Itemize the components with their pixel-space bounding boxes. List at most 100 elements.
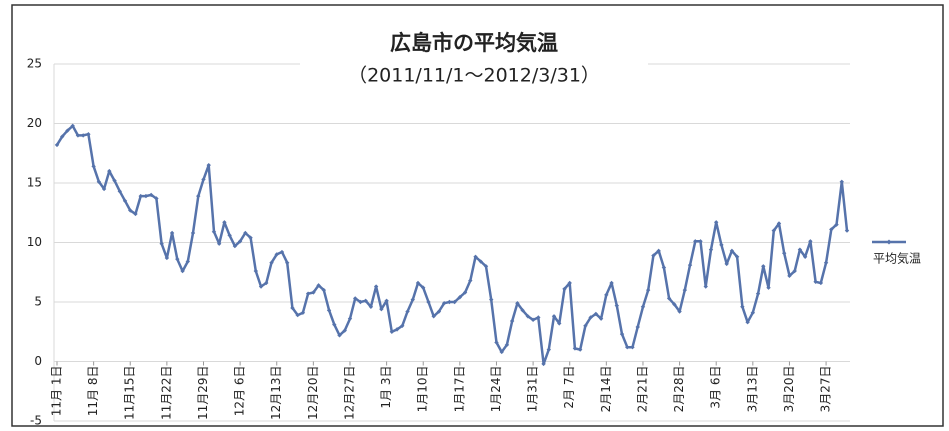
data-point <box>703 284 708 289</box>
data-point <box>269 260 274 265</box>
data-point <box>206 162 211 168</box>
data-point <box>645 287 651 293</box>
data-point <box>473 254 478 259</box>
data-point <box>619 331 625 337</box>
data-point <box>844 228 850 233</box>
data-point <box>792 268 797 274</box>
data-point <box>70 123 75 129</box>
data-point <box>232 243 238 249</box>
grid <box>53 63 850 422</box>
data-point <box>358 299 363 305</box>
data-point <box>614 303 620 308</box>
data-point <box>75 133 81 138</box>
data-point <box>201 177 206 182</box>
y-tick-label: 15 <box>27 176 42 190</box>
data-point <box>154 196 159 201</box>
data-point <box>227 233 232 238</box>
data-point <box>656 248 661 254</box>
x-tick-label: 2月 7日 <box>562 366 576 409</box>
data-point <box>122 198 128 204</box>
data-point <box>755 291 761 296</box>
data-point <box>577 347 583 352</box>
data-point <box>557 321 562 326</box>
y-tick-label: 25 <box>27 57 42 71</box>
data-point <box>159 241 164 246</box>
data-point <box>164 255 170 261</box>
x-tick-label: 1月17日 <box>452 366 466 413</box>
data-point <box>190 230 196 236</box>
x-tick-label: 2月21日 <box>635 366 649 413</box>
x-tick-label: 12月20日 <box>306 366 320 421</box>
x-tick-label: 1月31日 <box>526 366 540 413</box>
data-point <box>394 327 400 332</box>
data-point <box>776 221 782 226</box>
data-point <box>551 314 557 319</box>
data-point <box>593 311 599 317</box>
x-tick-label: 11月29日 <box>196 366 210 421</box>
data-point <box>771 228 776 233</box>
data-point <box>326 308 332 313</box>
data-point <box>91 164 96 169</box>
data-point <box>243 230 248 236</box>
data-point <box>80 133 86 138</box>
data-point <box>143 193 149 199</box>
data-point <box>86 132 91 137</box>
data-point <box>666 296 672 301</box>
data-point <box>745 320 750 325</box>
data-point <box>468 278 473 283</box>
x-tick-label: 12月13日 <box>269 366 283 421</box>
data-point <box>321 287 327 293</box>
data-point <box>687 262 693 268</box>
data-point <box>530 317 536 323</box>
data-point <box>305 291 311 296</box>
data-point <box>604 292 609 298</box>
data-point <box>635 324 640 330</box>
data-point <box>421 285 426 290</box>
data-point <box>834 222 839 227</box>
x-tick-label: 2月14日 <box>599 366 613 413</box>
data-point <box>640 304 646 309</box>
data-point <box>708 247 714 252</box>
data-point <box>520 308 525 313</box>
x-tick-label: 3月13日 <box>745 366 759 413</box>
x-tick-label: 3月 6日 <box>709 366 723 409</box>
data-point <box>258 284 264 289</box>
data-point <box>133 211 138 217</box>
legend-label: 平均気温 <box>873 251 921 266</box>
data-point <box>698 239 703 244</box>
data-point <box>389 329 395 334</box>
data-point <box>452 299 457 305</box>
data-point <box>169 230 175 236</box>
data-point <box>107 168 112 174</box>
data-point <box>719 242 724 248</box>
data-point <box>525 314 531 319</box>
data-point <box>546 347 551 352</box>
x-tick-label: 3月27日 <box>819 366 833 413</box>
data-point <box>284 260 290 265</box>
data-point <box>148 192 154 198</box>
data-point <box>196 193 201 199</box>
data-point <box>216 241 222 246</box>
data-point <box>740 304 745 309</box>
data-point <box>714 220 719 225</box>
x-tick-label: 3月20日 <box>782 366 796 413</box>
data-point <box>572 346 578 351</box>
data-point <box>65 128 70 133</box>
data-point <box>128 208 133 213</box>
data-point <box>782 251 787 256</box>
data-point <box>478 259 483 264</box>
data-point <box>761 264 766 269</box>
data-point <box>400 323 405 328</box>
data-point <box>630 345 635 350</box>
data-point <box>609 280 614 286</box>
data-point <box>808 239 813 244</box>
data-point <box>342 328 347 333</box>
data-point <box>693 239 698 244</box>
y-tick-label: 10 <box>27 235 42 249</box>
data-point <box>562 286 567 292</box>
data-point <box>138 193 143 199</box>
title-bg <box>300 24 648 104</box>
data-point <box>54 142 60 148</box>
data-point <box>462 290 468 295</box>
